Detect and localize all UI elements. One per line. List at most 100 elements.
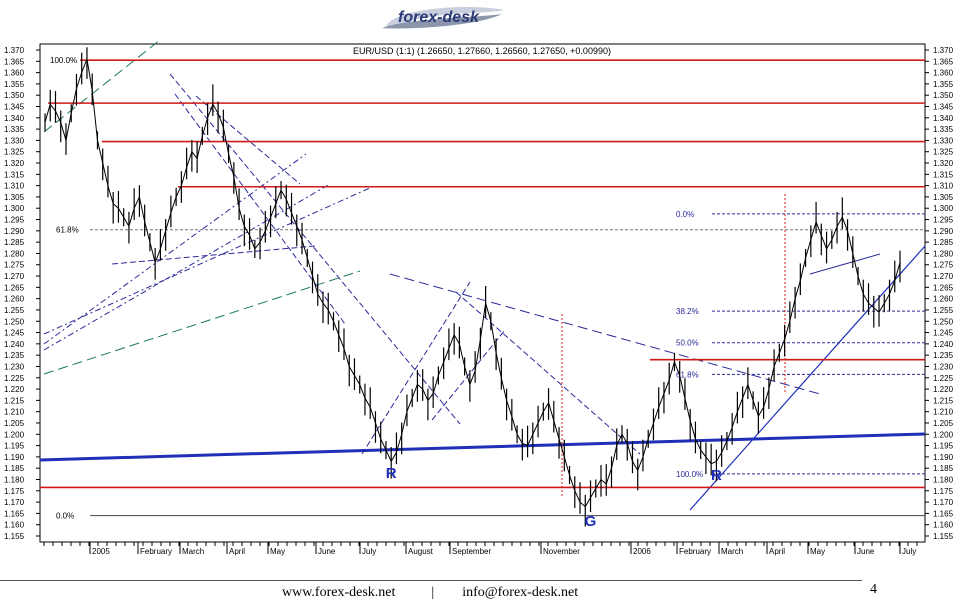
y-tick-label-left: 1.320 (4, 159, 25, 168)
y-tick-label-right: 1.315 (933, 170, 954, 179)
footer-email[interactable]: info@forex-desk.net (462, 585, 579, 600)
y-tick-label-left: 1.335 (4, 125, 25, 134)
y-tick-label-right: 1.200 (933, 430, 954, 439)
y-tick-label-left: 1.245 (4, 329, 25, 338)
price-series (44, 47, 901, 527)
y-tick-label-right: 1.350 (933, 91, 954, 100)
y-tick-label-left: 1.225 (4, 374, 25, 383)
y-tick-label-left: 1.270 (4, 272, 25, 281)
y-tick-label-right: 1.255 (933, 306, 954, 315)
y-tick-label-right: 1.245 (933, 329, 954, 338)
x-tick-label: February (679, 547, 711, 556)
y-tick-label-left: 1.235 (4, 351, 25, 360)
y-tick-label-left: 1.190 (4, 453, 25, 462)
y-tick-label-left: 1.160 (4, 521, 25, 530)
y-tick-label-right: 1.330 (933, 136, 954, 145)
x-tick-label: September (452, 547, 491, 556)
y-tick-label-right: 1.230 (933, 362, 954, 371)
x-tick-label: May (270, 547, 285, 556)
y-tick-label-right: 1.310 (933, 182, 954, 191)
footer-website[interactable]: www.forex-desk.net (282, 585, 396, 600)
y-tick-label-left: 1.345 (4, 103, 25, 112)
y-tick-label-right: 1.360 (933, 69, 954, 78)
x-tick-label: April (229, 547, 245, 556)
y-tick-label-right: 1.345 (933, 103, 954, 112)
x-axis: 2005 February March April May June July August S… (43, 542, 918, 556)
fib-label-right: 50.0% (676, 339, 699, 348)
y-tick-label-left: 1.185 (4, 464, 25, 473)
y-tick-label-left: 1.310 (4, 182, 25, 191)
y-tick-label-left: 1.360 (4, 69, 25, 78)
y-tick-label-right: 1.320 (933, 159, 954, 168)
x-tick-label: November (543, 547, 580, 556)
y-tick-label-right: 1.155 (933, 532, 954, 541)
y-tick-label-left: 1.165 (4, 509, 25, 518)
y-tick-label-right: 1.355 (933, 80, 954, 89)
y-tick-label-right: 1.300 (933, 204, 954, 213)
price-line (44, 57, 901, 508)
y-tick-label-right: 1.235 (933, 351, 954, 360)
y-tick-label-left: 1.300 (4, 204, 25, 213)
y-tick-label-right: 1.295 (933, 216, 954, 225)
x-tick-label: July (902, 547, 916, 556)
y-tick-label-left: 1.275 (4, 261, 25, 270)
y-tick-label-left: 1.220 (4, 385, 25, 394)
trend-line (689, 245, 926, 511)
plot-frame (39, 43, 926, 543)
y-tick-label-right: 1.280 (933, 249, 954, 258)
trend-line (361, 281, 471, 455)
y-tick-label-left: 1.205 (4, 419, 25, 428)
page-number: 4 (870, 582, 877, 597)
y-tick-label-left: 1.265 (4, 283, 25, 292)
y-tick-label-left: 1.365 (4, 57, 25, 66)
trend-line (111, 245, 316, 265)
horizontal-levels: 100.0% (40, 56, 925, 489)
y-tick-label-left: 1.250 (4, 317, 25, 326)
annotation-label: R (386, 465, 397, 482)
y-tick-label-left: 1.240 (4, 340, 25, 349)
trend-line (43, 186, 373, 335)
y-tick-label-right: 1.325 (933, 148, 954, 157)
fib-label-left: 0.0% (56, 512, 74, 521)
y-tick-label-left: 1.180 (4, 475, 25, 484)
y-tick-label-left: 1.350 (4, 91, 25, 100)
annotation-label: G (585, 513, 597, 530)
trend-line (455, 291, 641, 455)
y-axis-right: 1.370 1.365 1.360 1.355 1.350 1.345 1.340 1.335… (925, 46, 954, 541)
fib-label-right: 61.8% (676, 370, 699, 379)
annotation-label: R (711, 467, 722, 484)
y-tick-label-right: 1.305 (933, 193, 954, 202)
y-tick-label-right: 1.270 (933, 272, 954, 281)
y-tick-label-right: 1.240 (933, 340, 954, 349)
x-tick-label: May (810, 547, 825, 556)
y-tick-label-left: 1.325 (4, 148, 25, 157)
y-tick-label-right: 1.195 (933, 442, 954, 451)
annotations: R G R (386, 465, 722, 530)
trend-lines (39, 39, 926, 511)
y-tick-label-left: 1.280 (4, 249, 25, 258)
y-tick-label-right: 1.170 (933, 498, 954, 507)
y-tick-label-left: 1.315 (4, 170, 25, 179)
x-tick-label: 2006 (633, 547, 651, 556)
x-tick-label: February (140, 547, 172, 556)
x-tick-label: March (721, 547, 743, 556)
y-tick-label-right: 1.285 (933, 238, 954, 247)
y-tick-label-right: 1.225 (933, 374, 954, 383)
trend-line (431, 329, 506, 421)
y-tick-label-right: 1.220 (933, 385, 954, 394)
trend-line (43, 39, 161, 133)
y-tick-label-right: 1.340 (933, 114, 954, 123)
y-tick-label-right: 1.290 (933, 227, 954, 236)
chart-title: EUR/USD (1:1) (1.26650, 1.27660, 1.26560… (353, 46, 611, 56)
y-tick-label-left: 1.200 (4, 430, 25, 439)
y-tick-label-left: 1.255 (4, 306, 25, 315)
y-tick-label-left: 1.155 (4, 532, 25, 541)
y-tick-label-right: 1.250 (933, 317, 954, 326)
y-tick-label-right: 1.265 (933, 283, 954, 292)
x-tick-label: June (857, 547, 875, 556)
y-tick-label-right: 1.165 (933, 509, 954, 518)
forex-desk-logo: forex-desk (382, 7, 504, 29)
x-tick-label: June (318, 547, 336, 556)
y-tick-label-right: 1.210 (933, 408, 954, 417)
fibonacci-levels: 61.8% 0.0% 0.0% 38.2% 50.0% 61.8% 100.0% (56, 194, 925, 521)
